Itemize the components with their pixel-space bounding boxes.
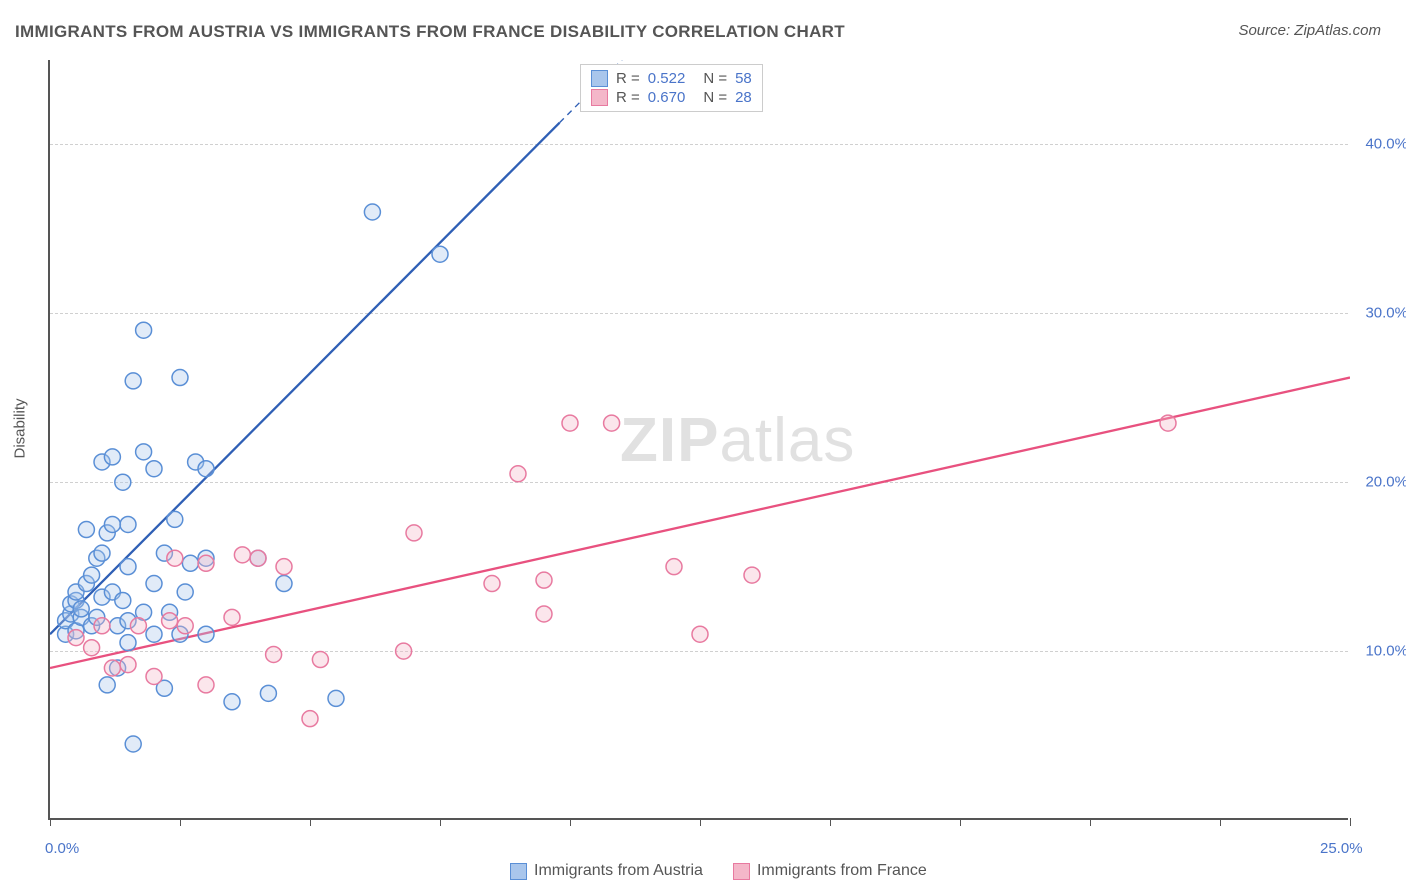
data-point (198, 555, 214, 571)
plot-region: 10.0%20.0%30.0%40.0% (48, 60, 1348, 820)
data-point (328, 690, 344, 706)
data-point (78, 522, 94, 538)
chart-area: 10.0%20.0%30.0%40.0% (48, 60, 1348, 820)
data-point (94, 618, 110, 634)
data-point (250, 550, 266, 566)
data-point (172, 370, 188, 386)
x-tick (1350, 818, 1351, 826)
n-value-austria: 58 (735, 70, 752, 87)
r-label: R = (616, 89, 640, 106)
data-point (104, 516, 120, 532)
data-point (276, 576, 292, 592)
legend-item-austria: Immigrants from Austria (510, 862, 703, 880)
data-point (94, 545, 110, 561)
y-tick-label: 20.0% (1365, 474, 1406, 491)
data-point (84, 567, 100, 583)
data-point (125, 736, 141, 752)
data-point (84, 640, 100, 656)
data-point (125, 373, 141, 389)
data-point (68, 630, 84, 646)
data-point (364, 204, 380, 220)
data-point (177, 584, 193, 600)
series-legend: Immigrants from Austria Immigrants from … (510, 862, 927, 880)
data-point (224, 694, 240, 710)
data-point (146, 576, 162, 592)
data-point (692, 626, 708, 642)
data-point (177, 618, 193, 634)
plot-svg (50, 60, 1350, 820)
legend-row-france: R = 0.670 N = 28 (591, 88, 752, 107)
swatch-france (733, 863, 750, 880)
data-point (120, 559, 136, 575)
data-point (130, 618, 146, 634)
regression-line (50, 378, 1350, 668)
data-point (167, 550, 183, 566)
swatch-france (591, 89, 608, 106)
data-point (115, 592, 131, 608)
y-tick-label: 10.0% (1365, 643, 1406, 660)
data-point (198, 677, 214, 693)
swatch-austria (591, 70, 608, 87)
data-point (312, 652, 328, 668)
swatch-austria (510, 863, 527, 880)
legend-item-france: Immigrants from France (733, 862, 927, 880)
data-point (484, 576, 500, 592)
data-point (266, 646, 282, 662)
data-point (260, 685, 276, 701)
data-point (115, 474, 131, 490)
legend-row-austria: R = 0.522 N = 58 (591, 69, 752, 88)
data-point (234, 547, 250, 563)
r-value-france: 0.670 (648, 89, 686, 106)
data-point (146, 461, 162, 477)
data-point (73, 601, 89, 617)
data-point (744, 567, 760, 583)
data-point (182, 555, 198, 571)
data-point (104, 660, 120, 676)
data-point (167, 511, 183, 527)
n-label: N = (703, 70, 727, 87)
r-label: R = (616, 70, 640, 87)
n-label: N = (703, 89, 727, 106)
data-point (276, 559, 292, 575)
y-axis-label: Disability (12, 398, 29, 458)
data-point (224, 609, 240, 625)
data-point (99, 677, 115, 693)
x-tick-label: 25.0% (1320, 840, 1363, 857)
data-point (120, 635, 136, 651)
data-point (406, 525, 422, 541)
data-point (510, 466, 526, 482)
data-point (104, 449, 120, 465)
data-point (666, 559, 682, 575)
data-point (146, 668, 162, 684)
y-tick-label: 30.0% (1365, 305, 1406, 322)
y-tick-label: 40.0% (1365, 136, 1406, 153)
data-point (198, 461, 214, 477)
r-value-austria: 0.522 (648, 70, 686, 87)
data-point (1160, 415, 1176, 431)
data-point (536, 572, 552, 588)
data-point (136, 444, 152, 460)
data-point (302, 711, 318, 727)
data-point (536, 606, 552, 622)
correlation-legend: R = 0.522 N = 58 R = 0.670 N = 28 (580, 64, 763, 112)
n-value-france: 28 (735, 89, 752, 106)
chart-title: IMMIGRANTS FROM AUSTRIA VS IMMIGRANTS FR… (15, 22, 845, 42)
data-point (396, 643, 412, 659)
data-point (136, 322, 152, 338)
legend-label-france: Immigrants from France (757, 862, 927, 880)
data-point (604, 415, 620, 431)
data-point (562, 415, 578, 431)
data-point (198, 626, 214, 642)
legend-label-austria: Immigrants from Austria (534, 862, 703, 880)
data-point (432, 246, 448, 262)
data-point (146, 626, 162, 642)
data-point (162, 613, 178, 629)
data-point (120, 516, 136, 532)
source-attribution: Source: ZipAtlas.com (1238, 22, 1381, 39)
x-tick-label: 0.0% (45, 840, 79, 857)
data-point (120, 657, 136, 673)
